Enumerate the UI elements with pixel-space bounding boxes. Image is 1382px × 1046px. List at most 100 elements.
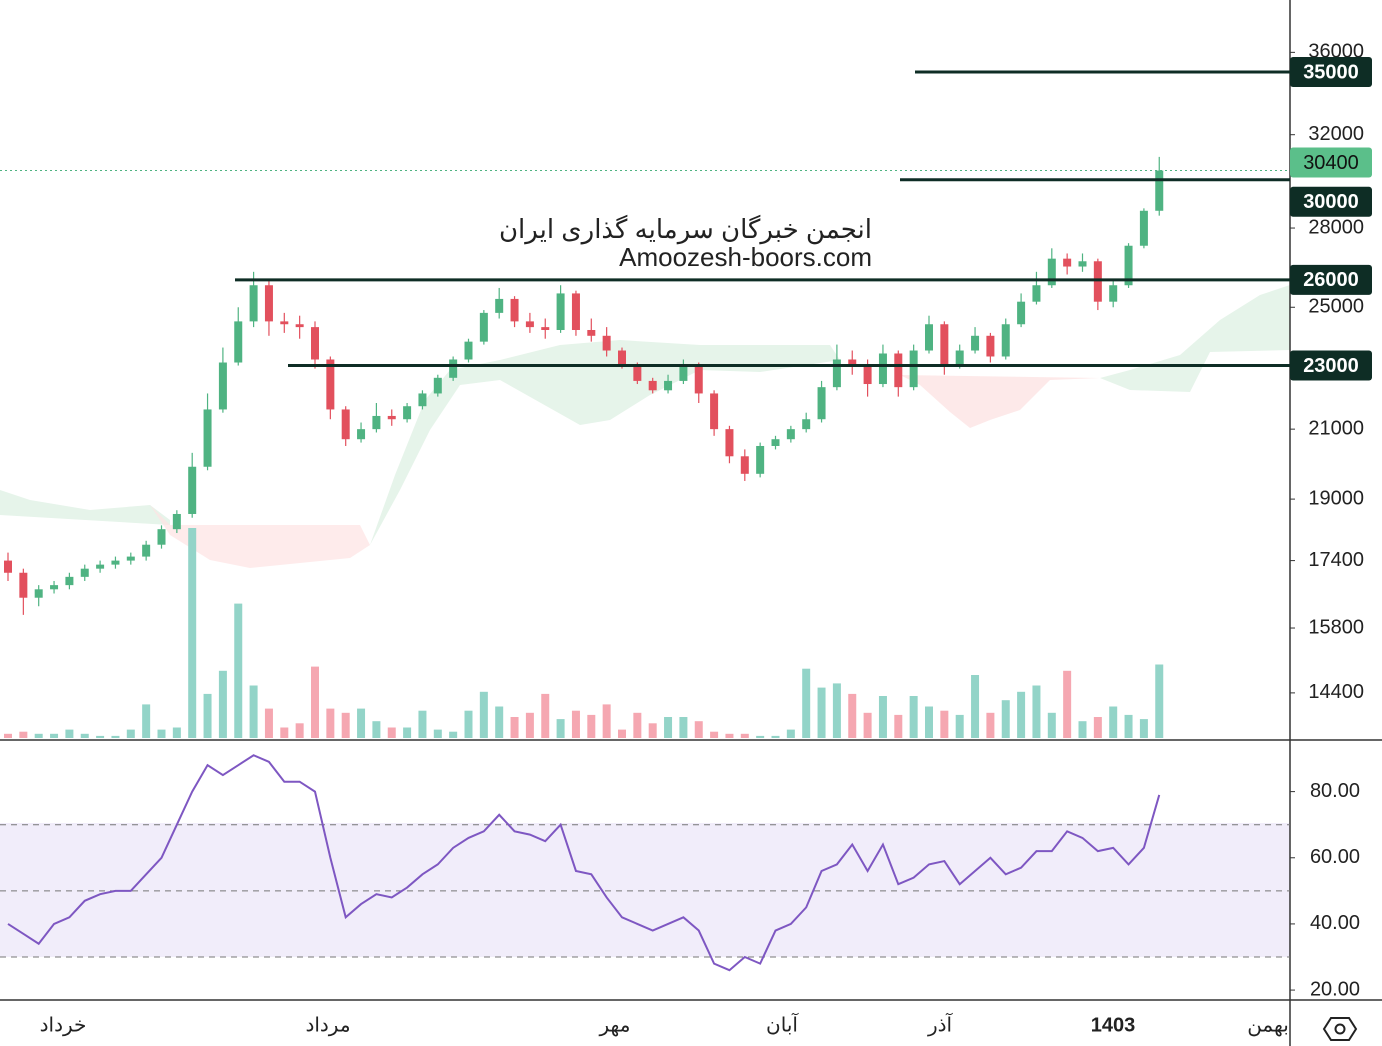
volume-bar bbox=[341, 712, 350, 738]
volume-bar bbox=[664, 717, 673, 738]
volume-bar bbox=[710, 731, 719, 738]
level-label: 30000 bbox=[1303, 191, 1359, 213]
volume-bar bbox=[1155, 664, 1164, 738]
candle-body bbox=[648, 380, 657, 391]
candle-body bbox=[1139, 210, 1148, 246]
volume-bar bbox=[1017, 691, 1026, 738]
candle-body bbox=[1109, 285, 1118, 302]
rsi-line bbox=[7, 754, 1161, 972]
candle-body bbox=[541, 327, 550, 330]
time-label: مهر bbox=[599, 1014, 631, 1036]
volume-bar bbox=[464, 710, 473, 738]
volume-bar bbox=[909, 696, 918, 738]
volume-bar bbox=[65, 729, 74, 738]
candle-body bbox=[418, 393, 427, 407]
volume-bar bbox=[556, 719, 565, 738]
candle-body bbox=[203, 409, 212, 467]
candle-body bbox=[249, 285, 258, 322]
time-label: بهمن bbox=[1247, 1014, 1289, 1036]
cloud-green bbox=[370, 340, 840, 545]
volume-bar bbox=[587, 714, 596, 738]
level-label-box bbox=[1290, 350, 1372, 381]
volume-bar bbox=[940, 710, 949, 738]
volume-bar bbox=[786, 729, 795, 738]
level-label-box bbox=[1290, 264, 1372, 295]
candle-body bbox=[50, 585, 59, 590]
candle-body bbox=[341, 409, 350, 440]
rsi-band-fill bbox=[0, 823, 1290, 957]
volume-bar bbox=[433, 729, 442, 738]
volume-bar bbox=[602, 704, 611, 738]
volume-bar bbox=[1139, 719, 1148, 738]
y-tick-label: 40.00 bbox=[1310, 912, 1360, 934]
level-label-box bbox=[1290, 57, 1372, 88]
candle-body bbox=[756, 445, 765, 474]
candle-body bbox=[725, 429, 734, 457]
candle-body bbox=[556, 293, 565, 330]
volume-bar bbox=[479, 691, 488, 738]
time-label: خرداد bbox=[40, 1014, 87, 1036]
volume-bar bbox=[1124, 714, 1133, 738]
candle-body bbox=[403, 406, 412, 420]
candle-body bbox=[510, 298, 519, 322]
volume-bar bbox=[679, 717, 688, 738]
volume-bar bbox=[1093, 717, 1102, 738]
candle-body bbox=[264, 285, 273, 322]
y-tick-label: 80.00 bbox=[1310, 780, 1360, 802]
candle-body bbox=[1093, 261, 1102, 302]
candle-body bbox=[710, 393, 719, 430]
time-label: مرداد bbox=[305, 1014, 350, 1036]
candle-body bbox=[694, 365, 703, 394]
y-tick-label: 20.00 bbox=[1310, 978, 1360, 1000]
volume-bar bbox=[571, 710, 580, 738]
volume-bar bbox=[80, 733, 89, 738]
y-tick-label: 60.00 bbox=[1310, 846, 1360, 868]
candle-body bbox=[817, 387, 826, 420]
time-label: 1403 bbox=[1091, 1014, 1136, 1036]
candle-body bbox=[218, 362, 227, 410]
candle-body bbox=[1124, 245, 1133, 286]
candle-body bbox=[878, 353, 887, 385]
last-price-box bbox=[1290, 147, 1372, 178]
candle-body bbox=[602, 335, 611, 351]
candle-body bbox=[449, 359, 458, 378]
volume-bar bbox=[971, 675, 980, 738]
candle-body bbox=[65, 576, 74, 586]
candle-body bbox=[311, 327, 319, 360]
y-tick-label: 17400 bbox=[1308, 549, 1364, 571]
volume-bar bbox=[188, 528, 197, 738]
candle-body bbox=[234, 321, 243, 363]
volume-bar bbox=[1001, 700, 1010, 738]
candle-body bbox=[971, 335, 980, 351]
volume-bar bbox=[1078, 721, 1087, 738]
candle-body bbox=[172, 513, 181, 530]
volume-bar bbox=[771, 735, 780, 738]
volume-bar bbox=[249, 685, 258, 738]
candle-body bbox=[126, 556, 135, 561]
candle-body bbox=[80, 568, 89, 577]
y-tick-label: 25000 bbox=[1308, 296, 1364, 318]
y-tick-label: 21000 bbox=[1308, 417, 1364, 439]
candle-body bbox=[955, 350, 964, 366]
volume-bar bbox=[387, 727, 396, 738]
level-label: 26000 bbox=[1303, 269, 1359, 291]
volume-bar bbox=[525, 712, 534, 738]
volume-bar bbox=[264, 708, 273, 738]
candle-body bbox=[740, 456, 749, 474]
candle-body bbox=[479, 312, 488, 342]
volume-bar bbox=[925, 706, 933, 738]
time-label: آبان bbox=[766, 1011, 799, 1036]
settings-icon[interactable] bbox=[1322, 1017, 1358, 1041]
volume-bar bbox=[218, 670, 227, 738]
candle-body bbox=[357, 429, 366, 440]
candle-body bbox=[832, 359, 841, 388]
candle-body bbox=[679, 365, 688, 381]
watermark: انجمن خبرگان سرمایه گذاری ایران bbox=[499, 214, 872, 245]
candle-body bbox=[587, 329, 596, 336]
volume-bar bbox=[694, 721, 703, 738]
candle-body bbox=[571, 293, 580, 330]
volume-bar bbox=[34, 733, 43, 738]
volume-bar bbox=[449, 731, 458, 738]
volume-bar bbox=[848, 693, 857, 738]
